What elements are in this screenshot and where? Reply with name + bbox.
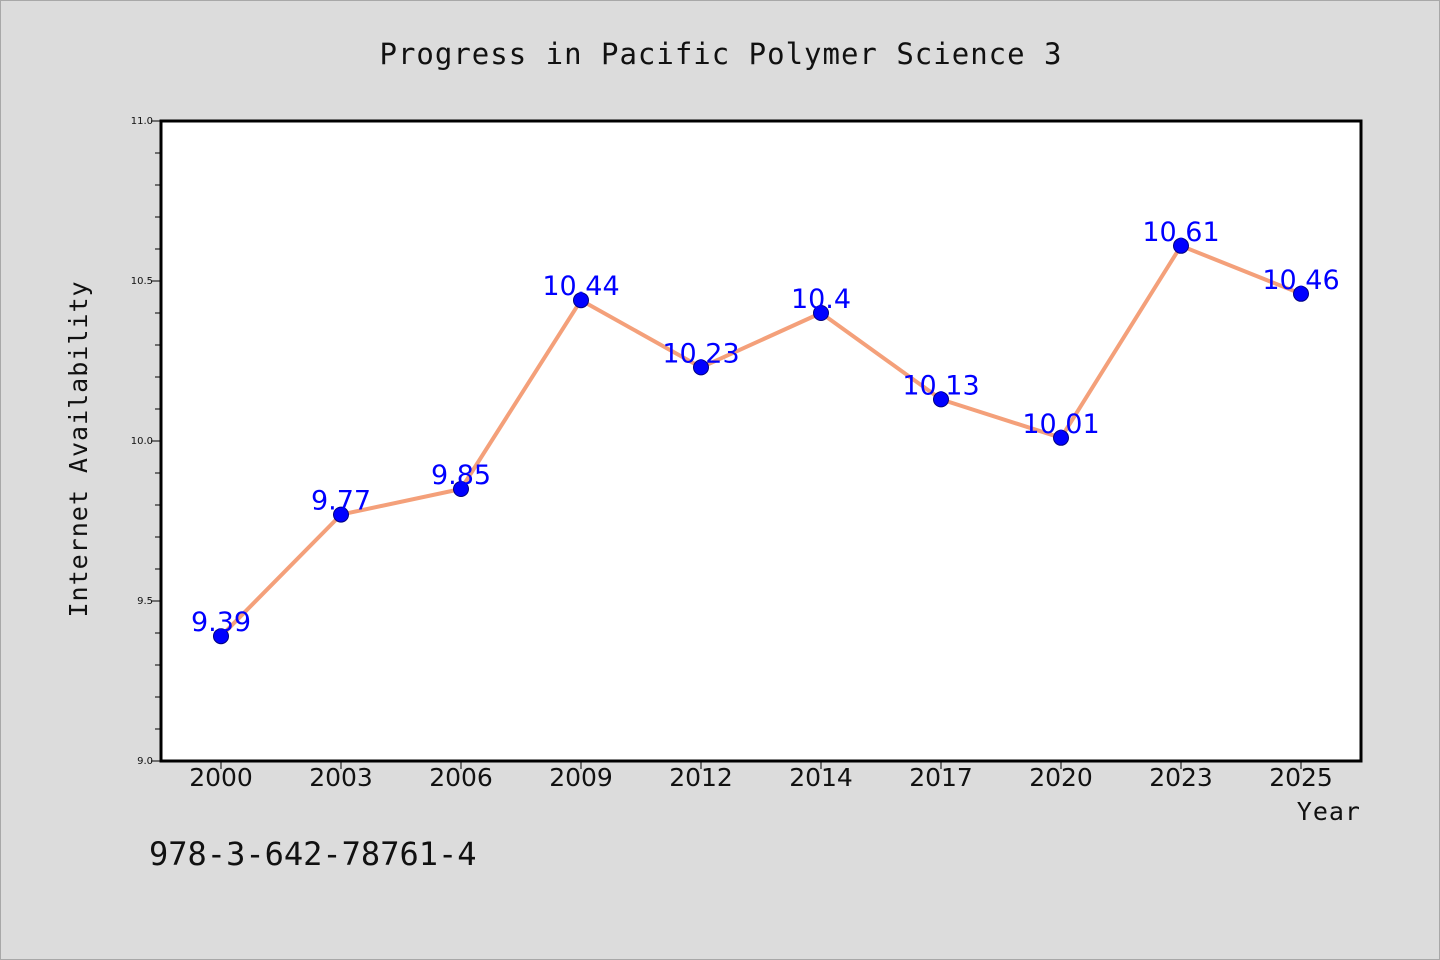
- data-point: [1053, 429, 1069, 446]
- data-point: [693, 359, 709, 376]
- x-tick-label: 2012: [669, 763, 733, 792]
- x-tick-label: 2009: [549, 763, 613, 792]
- y-tick-label: 9.0: [137, 756, 153, 767]
- data-point: [573, 292, 589, 309]
- y-axis-label: Internet Availability: [64, 280, 93, 617]
- data-point: [453, 481, 469, 497]
- data-label: 10.23: [662, 338, 739, 369]
- data-point: [1293, 285, 1309, 302]
- data-label: 9.77: [311, 486, 371, 517]
- x-tick-label: 2000: [189, 763, 253, 792]
- plot-frame: [159, 119, 1363, 763]
- data-label: 9.85: [431, 460, 491, 491]
- data-point: [213, 628, 229, 645]
- chart-title: Progress in Pacific Polymer Science 3: [379, 37, 1062, 71]
- data-point: [333, 506, 349, 523]
- x-tick-label: 2014: [789, 763, 853, 792]
- data-point: [813, 305, 829, 321]
- isbn-text: 978-3-642-78761-4: [149, 835, 477, 873]
- data-label: 10.01: [1022, 409, 1099, 440]
- data-label: 10.61: [1142, 217, 1219, 248]
- x-tick-label: 2006: [429, 763, 493, 792]
- x-tick-label: 2023: [1149, 763, 1213, 792]
- data-label: 10.44: [542, 271, 619, 302]
- data-point: [1173, 237, 1189, 254]
- x-tick-label: 2003: [309, 763, 373, 792]
- data-point: [933, 391, 949, 408]
- x-tick-label: 2017: [909, 763, 973, 792]
- x-axis-ticks: 2000 2003 2006 2009 2012 2014 2017 2020 2023 2025: [189, 761, 1333, 792]
- y-tick-label: 11.0: [131, 116, 153, 127]
- data-label: 10.13: [902, 370, 979, 401]
- data-label: 9.39: [191, 607, 251, 638]
- y-axis-ticks: 9.0 9.5 10.0 10.5 11.0: [131, 116, 161, 767]
- data-label: 10.46: [1262, 265, 1339, 296]
- x-axis-label: Year: [1297, 797, 1361, 826]
- x-tick-label: 2020: [1029, 763, 1093, 792]
- x-tick-label: 2025: [1269, 763, 1333, 792]
- series-group: 9.39 9.77 9.85 10.44 10.23 10.4 10.13 10.01 10.6…: [191, 217, 1340, 645]
- series-line: [219, 243, 1303, 639]
- y-tick-label: 9.5: [137, 596, 153, 607]
- y-tick-label: 10.5: [131, 276, 153, 287]
- data-label: 10.4: [791, 284, 851, 315]
- y-tick-label: 10.0: [131, 436, 153, 447]
- plot-area: [161, 121, 1361, 761]
